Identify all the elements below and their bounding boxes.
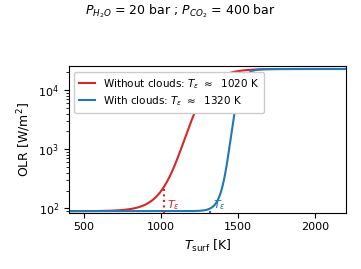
Without clouds: $T_\varepsilon$ $\approx$  1020 K: (400, 90.1): $T_\varepsilon$ $\approx$ 1020 K: (400, … xyxy=(66,210,71,213)
Without clouds: $T_\varepsilon$ $\approx$  1020 K: (1.19e+03, 2.86e+03): $T_\varepsilon$ $\approx$ 1020 K: (1.19e… xyxy=(189,121,193,124)
With clouds: $T_\varepsilon$ $\approx$  1320 K: (1.64e+03, 2.21e+04): $T_\varepsilon$ $\approx$ 1320 K: (1.64e… xyxy=(257,68,261,71)
X-axis label: $T_{\mathrm{surf}}$ [K]: $T_{\mathrm{surf}}$ [K] xyxy=(183,238,231,254)
With clouds: $T_\varepsilon$ $\approx$  1320 K: (584, 90): $T_\varepsilon$ $\approx$ 1320 K: (584, … xyxy=(95,210,99,213)
Without clouds: $T_\varepsilon$ $\approx$  1020 K: (2.2e+03, 2.26e+04): $T_\varepsilon$ $\approx$ 1020 K: (2.2e+… xyxy=(344,67,348,70)
With clouds: $T_\varepsilon$ $\approx$  1320 K: (1.19e+03, 90.2): $T_\varepsilon$ $\approx$ 1320 K: (1.19e… xyxy=(189,210,193,213)
Y-axis label: OLR [W/m$^2$]: OLR [W/m$^2$] xyxy=(15,102,32,177)
Text: $T_\varepsilon$: $T_\varepsilon$ xyxy=(213,199,226,212)
With clouds: $T_\varepsilon$ $\approx$  1320 K: (1.84e+03, 2.26e+04): $T_\varepsilon$ $\approx$ 1320 K: (1.84e… xyxy=(288,67,292,70)
Without clouds: $T_\varepsilon$ $\approx$  1020 K: (584, 90.6): $T_\varepsilon$ $\approx$ 1020 K: (584, … xyxy=(95,209,99,213)
Without clouds: $T_\varepsilon$ $\approx$  1020 K: (1.8e+03, 2.26e+04): $T_\varepsilon$ $\approx$ 1020 K: (1.8e+… xyxy=(283,68,287,71)
Text: $T_\varepsilon$: $T_\varepsilon$ xyxy=(166,199,179,212)
With clouds: $T_\varepsilon$ $\approx$  1320 K: (1.13e+03, 90): $T_\varepsilon$ $\approx$ 1320 K: (1.13e… xyxy=(179,210,183,213)
With clouds: $T_\varepsilon$ $\approx$  1320 K: (2.2e+03, 2.26e+04): $T_\varepsilon$ $\approx$ 1320 K: (2.2e+… xyxy=(344,67,348,70)
With clouds: $T_\varepsilon$ $\approx$  1320 K: (1.8e+03, 2.26e+04): $T_\varepsilon$ $\approx$ 1320 K: (1.8e+… xyxy=(283,67,287,70)
Without clouds: $T_\varepsilon$ $\approx$  1020 K: (1.64e+03, 2.22e+04): $T_\varepsilon$ $\approx$ 1020 K: (1.64e… xyxy=(257,68,261,71)
With clouds: $T_\varepsilon$ $\approx$  1320 K: (400, 90): $T_\varepsilon$ $\approx$ 1320 K: (400, … xyxy=(66,210,71,213)
Line: With clouds: $T_\varepsilon$ $\approx$  1320 K: With clouds: $T_\varepsilon$ $\approx$ 1… xyxy=(69,69,346,211)
Without clouds: $T_\varepsilon$ $\approx$  1020 K: (1.13e+03, 991): $T_\varepsilon$ $\approx$ 1020 K: (1.13e… xyxy=(179,148,183,151)
Legend: Without clouds: $T_\varepsilon$ $\approx$  1020 K, With clouds: $T_\varepsilon$ : Without clouds: $T_\varepsilon$ $\approx… xyxy=(74,72,265,113)
Text: $P_{H_2O}$ = 20 bar ; $P_{CO_2}$ = 400 bar: $P_{H_2O}$ = 20 bar ; $P_{CO_2}$ = 400 b… xyxy=(85,3,276,20)
Line: Without clouds: $T_\varepsilon$ $\approx$  1020 K: Without clouds: $T_\varepsilon$ $\approx… xyxy=(69,69,346,211)
Without clouds: $T_\varepsilon$ $\approx$  1020 K: (1.84e+03, 2.26e+04): $T_\varepsilon$ $\approx$ 1020 K: (1.84e… xyxy=(288,68,292,71)
